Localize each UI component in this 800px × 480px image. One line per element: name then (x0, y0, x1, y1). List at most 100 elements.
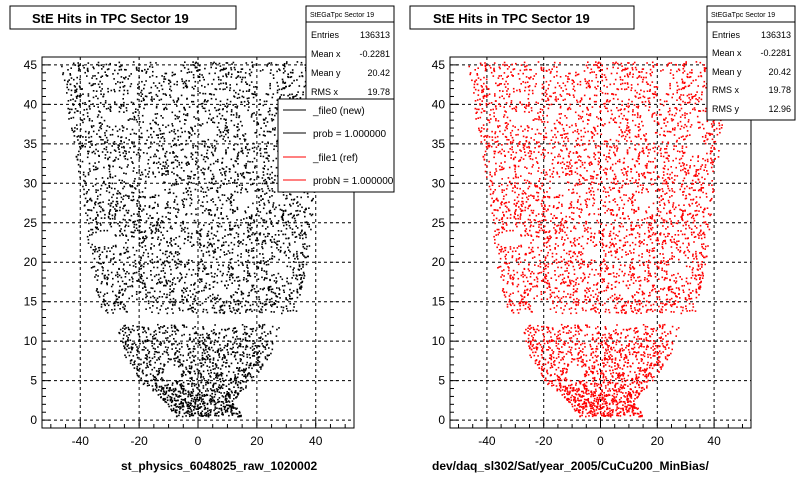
hit-point (296, 255, 299, 257)
hit-point (196, 241, 199, 243)
hit-point (265, 261, 268, 263)
hit-point (230, 193, 233, 195)
hit-point (214, 72, 216, 75)
left-stats-value-2: 20.42 (367, 68, 390, 78)
hit-point (244, 210, 246, 212)
hit-point (287, 310, 289, 312)
hit-point (187, 370, 189, 373)
hit-point (232, 351, 234, 353)
hit-point (222, 241, 225, 244)
hit-point (258, 326, 261, 328)
hit-point (102, 269, 104, 272)
hit-point (236, 135, 239, 138)
hit-point (263, 221, 265, 224)
hit-point (199, 372, 202, 375)
hit-point (150, 274, 152, 276)
hit-point (219, 270, 222, 273)
hit-point (236, 376, 239, 379)
hit-point (273, 145, 276, 147)
hit-point (162, 226, 165, 229)
hit-point (102, 95, 104, 98)
hit-point (243, 368, 245, 370)
hit-point (208, 146, 211, 149)
left-stats-box: StEGaTpc Sector 19 Entries 136313 Mean x… (305, 5, 395, 107)
hit-point (172, 301, 175, 303)
hit-point (119, 234, 121, 237)
hit-point (120, 340, 122, 342)
hit-point (178, 116, 180, 118)
hit-point (226, 398, 228, 400)
hit-point (284, 65, 286, 68)
hit-point (199, 79, 201, 82)
hit-point (246, 148, 249, 151)
hit-point (129, 339, 132, 342)
hit-point (137, 87, 139, 89)
hit-point (225, 67, 227, 70)
hit-point (213, 280, 216, 283)
hit-point (146, 139, 148, 141)
hit-point (230, 411, 232, 413)
hit-point (266, 121, 269, 123)
hit-point (151, 287, 154, 290)
hit-point (184, 398, 187, 400)
hit-point (186, 343, 189, 346)
hit-point (172, 407, 175, 410)
hit-point (96, 168, 98, 170)
hit-point (221, 387, 224, 389)
hit-point (80, 134, 82, 137)
hit-point (264, 236, 267, 238)
hit-point (242, 76, 244, 79)
hit-point (100, 184, 103, 187)
hit-point (161, 377, 163, 379)
hit-point (197, 90, 199, 92)
hit-point (135, 271, 138, 274)
hit-point (260, 336, 262, 338)
hit-point (256, 370, 259, 372)
hit-point (173, 357, 176, 360)
hit-point (169, 285, 171, 287)
hit-point (240, 389, 242, 392)
hit-point (245, 381, 247, 383)
hit-point (76, 97, 78, 99)
hit-point (311, 199, 314, 201)
hit-point (152, 295, 154, 298)
hit-point (213, 243, 215, 245)
hit-point (236, 155, 239, 158)
hit-point (161, 386, 163, 389)
hit-point (225, 362, 227, 364)
hit-point (227, 270, 230, 273)
hit-point (183, 242, 186, 245)
hit-point (310, 214, 313, 217)
hit-point (177, 360, 179, 363)
hit-point (121, 64, 123, 67)
hit-point (182, 354, 184, 357)
hit-point (148, 361, 151, 363)
hit-point (162, 147, 164, 150)
hit-point (109, 108, 111, 111)
hit-point (198, 370, 201, 372)
hit-point (137, 375, 140, 378)
hit-point (144, 330, 146, 332)
hit-point (270, 288, 272, 291)
hit-point (211, 307, 214, 309)
hit-point (200, 260, 202, 263)
hit-point (105, 256, 108, 259)
hit-point (101, 281, 103, 283)
hit-point (234, 407, 236, 409)
hit-point (212, 332, 215, 335)
hit-point (147, 162, 149, 165)
hit-point (273, 303, 276, 306)
hit-point (88, 106, 91, 108)
hit-point (125, 348, 128, 351)
hit-point (102, 267, 104, 269)
hit-point (159, 290, 161, 293)
hit-point (157, 123, 159, 126)
hit-point (230, 377, 232, 380)
hit-point (104, 154, 107, 156)
hit-point (166, 250, 168, 253)
hit-point (225, 241, 227, 243)
hit-point (138, 76, 140, 79)
hit-point (67, 100, 70, 102)
hit-point (214, 272, 216, 275)
hit-point (234, 160, 237, 162)
